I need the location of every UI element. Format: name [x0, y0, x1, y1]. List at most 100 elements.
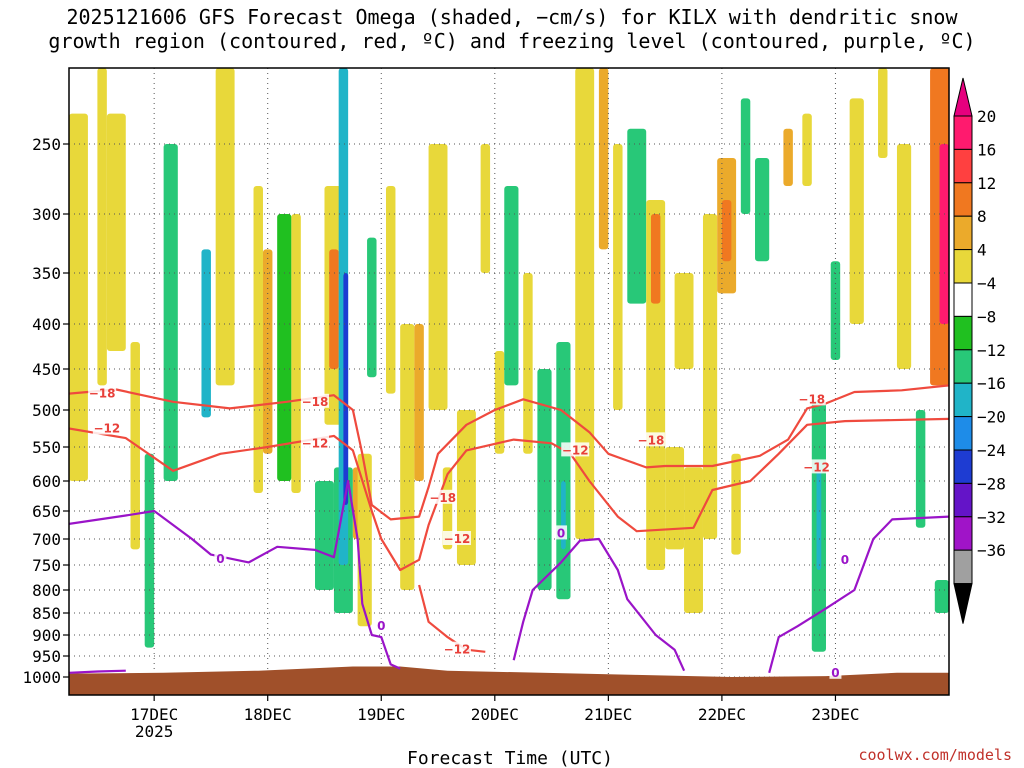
- colorbar-label-10: −24: [977, 441, 1006, 460]
- contour-labels: −18 −12 −18 −12 −18 −12 −12 −12 −18 −18 −12 0 0 0 0 0: [88, 385, 851, 680]
- colorbar-label-3: 8: [977, 207, 987, 226]
- omega-region-17: [343, 273, 349, 505]
- freezing-level-line-1: [69, 479, 401, 670]
- colorbar-label-13: −36: [977, 541, 1006, 560]
- colorbar-swatch-8: [953, 382, 973, 418]
- contour-label-bg-11: [214, 550, 227, 565]
- colorbar-swatch-0: [953, 115, 973, 150]
- y-tick-label-8: 650: [32, 502, 61, 521]
- y-tick-label-10: 750: [32, 556, 61, 575]
- colorbar-label-8: −16: [977, 374, 1006, 393]
- colorbar-swatch-9: [953, 416, 973, 451]
- colorbar-label-6: −8: [977, 307, 996, 326]
- contour-label-9: −18: [798, 392, 825, 406]
- freezing-level-line-3: [768, 515, 949, 674]
- contour-label-10: −12: [803, 460, 830, 474]
- colorbar-swatch-13: [953, 549, 973, 585]
- x-tick-label-4: 21DEC: [584, 705, 632, 724]
- colorbar-top-cap: [953, 77, 973, 117]
- omega-region-25: [442, 467, 453, 550]
- omega-region-19: [357, 453, 372, 627]
- terrain: [69, 666, 949, 695]
- colorbar-swatch-1: [953, 148, 973, 184]
- contour-label-bg-3: [301, 435, 330, 450]
- x-tick-label-6: 23DEC: [811, 705, 859, 724]
- contours: [69, 384, 949, 674]
- y-tick-label-14: 950: [32, 647, 61, 666]
- x-axis-title: Forecast Time (UTC): [407, 748, 613, 768]
- colorbar-swatch-5: [953, 282, 973, 317]
- colorbar-swatch-2: [953, 182, 973, 217]
- omega-region-57: [915, 410, 926, 528]
- omega-region-2: [106, 113, 126, 351]
- omega-region-0: [69, 113, 88, 481]
- omega-region-42: [684, 467, 703, 613]
- x-tick-sublabel-0: 2025: [135, 722, 174, 741]
- colorbar-swatch-6: [953, 315, 973, 351]
- omega-region-6: [201, 249, 211, 418]
- omega-region-7: [215, 68, 235, 386]
- contour-label-15: 0: [831, 666, 839, 680]
- contour-label-bg-7: [561, 442, 590, 457]
- contour-label-bg-13: [555, 525, 568, 540]
- colorbar-swatch-3: [953, 215, 973, 251]
- y-tick-label-12: 850: [32, 604, 61, 623]
- terrain-fill: [69, 666, 949, 695]
- x-tick-label-5: 22DEC: [698, 705, 746, 724]
- omega-region-59: [939, 144, 949, 324]
- contour-label-4: −18: [429, 491, 456, 505]
- isotherm-minus12-low-line: [418, 584, 486, 653]
- omega-region-1: [97, 68, 107, 386]
- contour-label-bg-0: [88, 385, 117, 400]
- omega-region-43: [702, 214, 718, 539]
- x-tick-label-2: 19DEC: [357, 705, 405, 724]
- omega-region-11: [291, 214, 301, 493]
- colorbar-bottom-cap: [953, 583, 973, 624]
- omega-region-29: [504, 186, 519, 386]
- omega-region-36: [613, 144, 623, 410]
- contour-label-bg-6: [442, 641, 471, 656]
- colorbar-swatch-10: [953, 449, 973, 484]
- y-tick-label-4: 450: [32, 360, 61, 379]
- contour-label-bg-8: [636, 432, 665, 447]
- omega-region-30: [523, 273, 533, 454]
- omega-region-37: [627, 128, 647, 304]
- y-tick-label-0: 250: [32, 135, 61, 154]
- contour-label-2: −18: [302, 395, 329, 409]
- omega-region-27: [480, 144, 491, 273]
- omega-region-54: [849, 98, 864, 325]
- y-tick-label-15: 1000: [22, 668, 61, 687]
- freezing-level-line-bottom: [69, 669, 126, 674]
- y-tick-label-6: 550: [32, 438, 61, 457]
- x-tick-label-3: 20DEC: [471, 705, 519, 724]
- colorbar-label-0: 20: [977, 107, 996, 126]
- contour-label-bg-9: [797, 391, 826, 406]
- isotherm-minus12-line: [69, 417, 949, 572]
- contour-label-6: −12: [444, 643, 471, 657]
- omega-region-35: [598, 68, 609, 250]
- contour-label-bg-12: [375, 618, 388, 633]
- colorbar-label-5: −4: [977, 274, 996, 293]
- y-tick-label-2: 350: [32, 264, 61, 283]
- contour-label-0: −18: [89, 387, 116, 401]
- colorbar-swatch-11: [953, 482, 973, 518]
- omega-region-14: [329, 249, 339, 369]
- contour-label-13: 0: [557, 526, 565, 540]
- colorbar: 20 16 12 8 4 −4 −8 −12 −16 −20 −24 −28 −32 −36: [953, 77, 1006, 624]
- contour-label-14: 0: [841, 553, 849, 567]
- y-tick-label-7: 600: [32, 472, 61, 491]
- contour-label-3: −12: [302, 436, 329, 450]
- y-tick-label-1: 300: [32, 205, 61, 224]
- y-tick-label-5: 500: [32, 401, 61, 420]
- omega-shading: [69, 68, 949, 652]
- contour-label-bg-1: [92, 420, 121, 435]
- omega-region-41: [674, 273, 694, 369]
- omega-region-22: [400, 324, 415, 590]
- omega-region-56: [896, 144, 912, 369]
- omega-region-10: [277, 214, 292, 481]
- omega-region-5: [163, 144, 178, 481]
- x-tick-label-0: 17DEC: [130, 705, 178, 724]
- omega-region-21: [385, 186, 396, 394]
